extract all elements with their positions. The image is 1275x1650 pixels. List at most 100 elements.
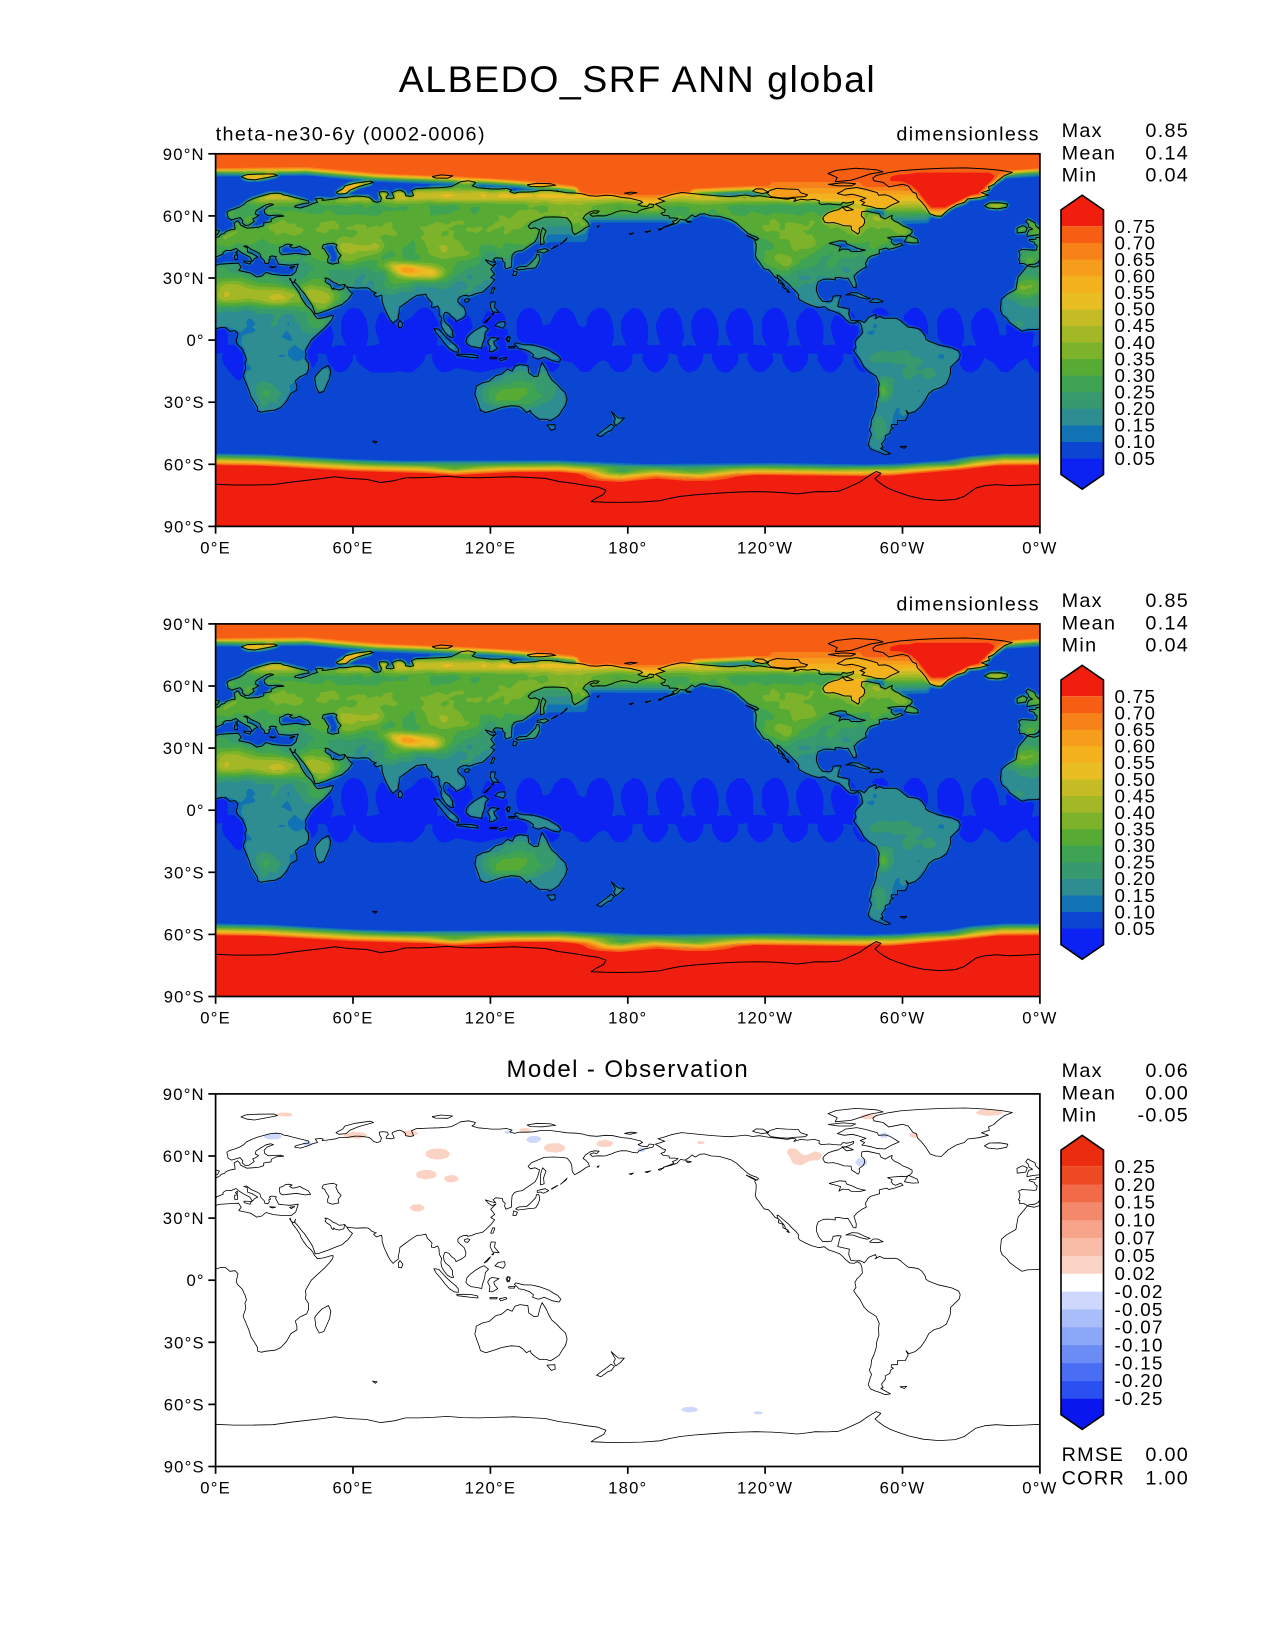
svg-text:CORR: CORR (1062, 1468, 1125, 1490)
svg-text:60°W: 60°W (880, 539, 926, 558)
svg-text:Mean: Mean (1062, 612, 1117, 634)
svg-text:-0.02: -0.02 (1115, 1281, 1164, 1302)
svg-text:90°N: 90°N (163, 145, 205, 164)
svg-text:0°: 0° (186, 331, 204, 350)
svg-text:0.25: 0.25 (1115, 852, 1157, 873)
svg-text:0.50: 0.50 (1115, 769, 1157, 790)
svg-text:0.65: 0.65 (1115, 249, 1157, 270)
svg-text:0°W: 0°W (1022, 539, 1057, 558)
svg-text:0.55: 0.55 (1115, 752, 1157, 773)
svg-text:120°W: 120°W (737, 1479, 793, 1498)
svg-text:90°S: 90°S (164, 988, 205, 1007)
svg-text:0.30: 0.30 (1115, 835, 1157, 856)
svg-text:Model - Observation: Model - Observation (506, 1056, 749, 1083)
svg-text:30°N: 30°N (163, 269, 205, 288)
svg-text:0.20: 0.20 (1115, 1174, 1157, 1195)
svg-text:0.05: 0.05 (1115, 448, 1157, 469)
svg-text:0.60: 0.60 (1115, 266, 1157, 287)
svg-text:0.70: 0.70 (1115, 232, 1157, 253)
svg-text:60°E: 60°E (332, 1479, 373, 1498)
svg-text:0.10: 0.10 (1115, 1210, 1157, 1231)
svg-text:0.60: 0.60 (1115, 736, 1157, 757)
svg-text:Mean: Mean (1062, 142, 1117, 164)
svg-text:0.85: 0.85 (1145, 120, 1189, 142)
svg-text:0.04: 0.04 (1145, 635, 1189, 657)
svg-text:0.50: 0.50 (1115, 299, 1157, 320)
svg-text:-0.15: -0.15 (1115, 1352, 1164, 1373)
svg-text:0.75: 0.75 (1115, 216, 1157, 237)
svg-text:0°: 0° (186, 1271, 204, 1290)
svg-text:0°E: 0°E (200, 1479, 231, 1498)
svg-text:0°: 0° (186, 801, 204, 820)
svg-text:Max: Max (1062, 120, 1103, 142)
svg-text:Max: Max (1062, 590, 1103, 612)
svg-text:-0.05: -0.05 (1138, 1105, 1190, 1127)
svg-text:0.65: 0.65 (1115, 719, 1157, 740)
svg-text:0.40: 0.40 (1115, 332, 1157, 353)
svg-text:-0.10: -0.10 (1115, 1335, 1164, 1356)
svg-text:0.15: 0.15 (1115, 1192, 1157, 1213)
svg-text:Min: Min (1062, 635, 1098, 657)
svg-text:0.02: 0.02 (1115, 1263, 1157, 1284)
svg-text:90°N: 90°N (163, 1085, 205, 1104)
svg-text:60°W: 60°W (880, 1479, 926, 1498)
svg-text:30°S: 30°S (164, 863, 205, 882)
svg-text:60°N: 60°N (163, 1147, 205, 1166)
svg-text:60°E: 60°E (332, 539, 373, 558)
svg-text:RMSE: RMSE (1062, 1444, 1124, 1466)
svg-text:0.05: 0.05 (1115, 918, 1157, 939)
svg-text:180°: 180° (608, 1009, 647, 1028)
svg-text:0.15: 0.15 (1115, 415, 1157, 436)
svg-text:180°: 180° (608, 539, 647, 558)
svg-text:0.00: 0.00 (1145, 1082, 1189, 1104)
svg-text:0.10: 0.10 (1115, 431, 1157, 452)
svg-text:0.45: 0.45 (1115, 785, 1157, 806)
svg-text:0.85: 0.85 (1145, 590, 1189, 612)
svg-text:-0.20: -0.20 (1115, 1370, 1164, 1391)
svg-text:0.15: 0.15 (1115, 885, 1157, 906)
svg-text:theta-ne30-6y (0002-0006): theta-ne30-6y (0002-0006) (216, 124, 486, 146)
svg-text:0°W: 0°W (1022, 1009, 1057, 1028)
svg-text:60°N: 60°N (163, 677, 205, 696)
svg-text:0.05: 0.05 (1115, 1245, 1157, 1266)
svg-text:0.20: 0.20 (1115, 868, 1157, 889)
svg-text:0.07: 0.07 (1115, 1227, 1157, 1248)
svg-text:ALBEDO_SRF ANN global: ALBEDO_SRF ANN global (399, 58, 877, 100)
svg-text:Min: Min (1062, 1105, 1098, 1127)
svg-text:30°S: 30°S (164, 1333, 205, 1352)
svg-text:0.75: 0.75 (1115, 686, 1157, 707)
svg-text:60°N: 60°N (163, 207, 205, 226)
svg-text:0.10: 0.10 (1115, 901, 1157, 922)
svg-text:120°E: 120°E (465, 539, 517, 558)
svg-text:0.55: 0.55 (1115, 282, 1157, 303)
svg-text:Min: Min (1062, 165, 1098, 187)
svg-text:60°S: 60°S (164, 455, 205, 474)
svg-text:0.14: 0.14 (1145, 142, 1189, 164)
svg-text:60°E: 60°E (332, 1009, 373, 1028)
svg-text:1.00: 1.00 (1145, 1468, 1189, 1490)
svg-text:0.35: 0.35 (1115, 819, 1157, 840)
svg-text:dimensionless: dimensionless (896, 124, 1040, 146)
svg-text:Mean: Mean (1062, 1082, 1117, 1104)
svg-text:90°N: 90°N (163, 615, 205, 634)
svg-text:0.25: 0.25 (1115, 382, 1157, 403)
svg-text:-0.25: -0.25 (1115, 1388, 1164, 1409)
svg-text:0.00: 0.00 (1145, 1444, 1189, 1466)
svg-text:0°E: 0°E (200, 539, 231, 558)
svg-text:30°N: 30°N (163, 1209, 205, 1228)
svg-text:0.04: 0.04 (1145, 165, 1189, 187)
svg-text:120°E: 120°E (465, 1009, 517, 1028)
svg-text:30°N: 30°N (163, 739, 205, 758)
svg-text:0.30: 0.30 (1115, 365, 1157, 386)
svg-text:180°: 180° (608, 1479, 647, 1498)
svg-text:30°S: 30°S (164, 393, 205, 412)
svg-text:0.35: 0.35 (1115, 348, 1157, 369)
svg-text:0.06: 0.06 (1145, 1060, 1189, 1082)
svg-text:120°W: 120°W (737, 1009, 793, 1028)
svg-text:dimensionless: dimensionless (896, 594, 1040, 616)
svg-text:60°S: 60°S (164, 925, 205, 944)
svg-text:0.14: 0.14 (1145, 612, 1189, 634)
svg-text:120°E: 120°E (465, 1479, 517, 1498)
svg-text:0.45: 0.45 (1115, 315, 1157, 336)
svg-text:0°E: 0°E (200, 1009, 231, 1028)
